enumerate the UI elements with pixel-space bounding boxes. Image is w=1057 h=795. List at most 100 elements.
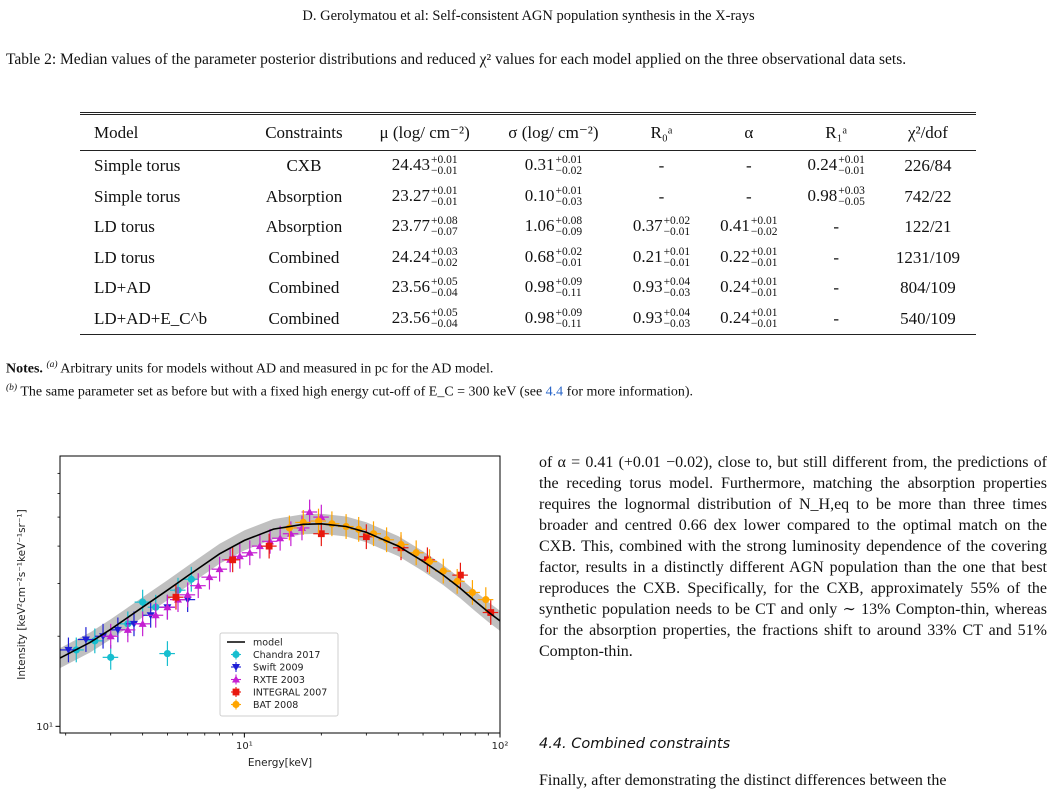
running-header: D. Gerolymatou et al: Self-consistent AG… <box>302 8 755 24</box>
cell-r1: - <box>793 273 880 304</box>
x-tick-label: 10² <box>492 741 509 752</box>
upper-error: +0.01 <box>750 245 778 258</box>
cell-value: 0.98 <box>524 307 555 327</box>
cell-value: - <box>833 308 840 328</box>
cell-uncertainty: +0.08 −0.09 <box>555 216 582 239</box>
lower-error: −0.01 <box>838 165 865 178</box>
data-point <box>453 577 461 585</box>
lower-error: −0.01 <box>430 195 458 208</box>
data-point <box>129 620 138 628</box>
cell-value: 0.41 <box>720 216 750 236</box>
upper-error: +0.03 <box>838 184 865 197</box>
lower-error: −0.01 <box>750 287 778 300</box>
lower-error: −0.02 <box>555 165 583 178</box>
lower-error: −0.03 <box>663 317 691 330</box>
cell-model: LD torus <box>94 217 155 237</box>
cell-r0: - <box>618 151 705 182</box>
note-a-text: Arbitrary units for models without AD an… <box>60 361 494 377</box>
data-point <box>163 603 172 611</box>
lower-error: −0.01 <box>663 256 691 269</box>
cell-value: 0.21 <box>632 246 663 266</box>
data-point <box>235 552 244 560</box>
data-point <box>482 596 490 604</box>
cell-sigma: 0.68 +0.02 −0.01 <box>489 243 618 274</box>
data-point <box>255 542 264 550</box>
cell-sigma: 0.98 +0.09 −0.11 <box>489 303 618 335</box>
cell-uncertainty: +0.03 −0.02 <box>430 245 458 269</box>
legend-box <box>219 632 339 717</box>
cell-value: 0.24 <box>807 155 838 175</box>
cell-value: 0.22 <box>720 246 750 266</box>
cell-value: 0.31 <box>524 155 555 175</box>
lower-error: −0.04 <box>430 317 458 330</box>
table-row: LD torus Absorption 23.77 +0.08 −0.07 1.06 +0.… <box>80 212 976 243</box>
cell-uncertainty: +0.01 −0.01 <box>663 246 691 269</box>
data-point <box>194 581 203 589</box>
legend-label: INTEGRAL 2007 <box>253 688 327 699</box>
cell-model: LD+AD+E_C^b <box>80 303 248 335</box>
data-point <box>187 575 195 583</box>
cell-constraints: Combined <box>247 303 361 335</box>
cell-value: 23.56 <box>391 307 430 327</box>
data-point <box>232 675 240 683</box>
cell-uncertainty: +0.01 −0.02 <box>555 155 583 178</box>
cell-uncertainty: +0.01 −0.01 <box>430 184 458 208</box>
cell-mu: 24.43 +0.01 −0.01 <box>360 151 489 182</box>
data-point <box>163 649 172 658</box>
cell-r1: - <box>792 303 880 335</box>
cell-value: - <box>833 278 840 298</box>
data-point <box>317 530 325 538</box>
cell-value: 1.06 <box>524 216 555 236</box>
lower-error: −0.07 <box>430 226 458 239</box>
cell-value: 23.56 <box>391 277 430 297</box>
cell-uncertainty: +0.02 −0.01 <box>555 246 582 269</box>
cell-uncertainty: +0.01 −0.01 <box>750 276 778 300</box>
data-point <box>106 632 115 640</box>
cell-value: 0.98 <box>524 277 555 297</box>
cell-r0: - <box>618 182 705 213</box>
upper-error: +0.01 <box>750 276 778 289</box>
table-row: Simple torus Absorption 23.27 +0.01 −0.01 0.1… <box>80 182 976 213</box>
lower-error: −0.04 <box>430 287 458 300</box>
data-point <box>81 636 90 644</box>
results-table: Model Constraints μ (log/ cm⁻²) σ (log/ … <box>80 112 976 335</box>
y-axis-label: Intensity [keV²cm⁻²s⁻¹keV⁻¹sr⁻¹] <box>16 509 28 679</box>
upper-error: +0.04 <box>663 306 691 319</box>
data-point <box>123 625 132 633</box>
cell-r1: 0.24 +0.01 −0.01 <box>793 151 880 182</box>
cell-constraints: Combined <box>268 247 340 267</box>
note-a-mark: (a) <box>46 360 58 370</box>
legend-label: Chandra 2017 <box>253 650 320 661</box>
cell-alpha: - <box>705 151 792 182</box>
cell-value: - <box>658 156 665 176</box>
lower-error: −0.01 <box>750 256 778 269</box>
data-point <box>468 588 477 597</box>
col-header-chi2: χ²/dof <box>879 112 976 151</box>
data-point <box>266 537 275 545</box>
cell-mu: 23.56 +0.05 −0.04 <box>360 303 490 335</box>
cell-uncertainty: +0.05 −0.04 <box>430 307 458 330</box>
data-point <box>64 646 73 654</box>
cell-mu: 24.24 +0.03 −0.02 <box>360 243 489 274</box>
cell-constraints: Absorption <box>265 217 343 237</box>
cell-sigma: 0.10 +0.01 −0.03 <box>489 182 618 213</box>
col-header-mu: μ (log/ cm⁻²) <box>360 112 490 151</box>
model-line <box>59 522 501 659</box>
data-point <box>113 626 122 634</box>
cell-r0: 0.37 +0.02 −0.01 <box>618 212 705 243</box>
section-link[interactable]: 4.4 <box>545 384 564 400</box>
data-point <box>314 517 323 525</box>
cell-value: - <box>833 217 840 237</box>
cell-uncertainty: +0.05 −0.04 <box>430 277 458 300</box>
cell-alpha: 0.24 +0.01 −0.01 <box>705 303 793 335</box>
cell-uncertainty: +0.03 −0.05 <box>838 184 865 208</box>
note-b-text: The same parameter set as before but wit… <box>20 384 543 400</box>
upper-error: +0.03 <box>430 245 458 258</box>
cell-model: Simple torus <box>94 186 181 206</box>
legend-label: Swift 2009 <box>253 663 304 674</box>
data-point <box>362 533 370 541</box>
cell-r0: 0.21 +0.01 −0.01 <box>618 243 705 274</box>
upper-error: +0.01 <box>430 184 458 197</box>
data-point <box>297 523 306 531</box>
body-paragraph: of α = 0.41 (+0.01 −0.02), close to, but… <box>539 452 1047 662</box>
